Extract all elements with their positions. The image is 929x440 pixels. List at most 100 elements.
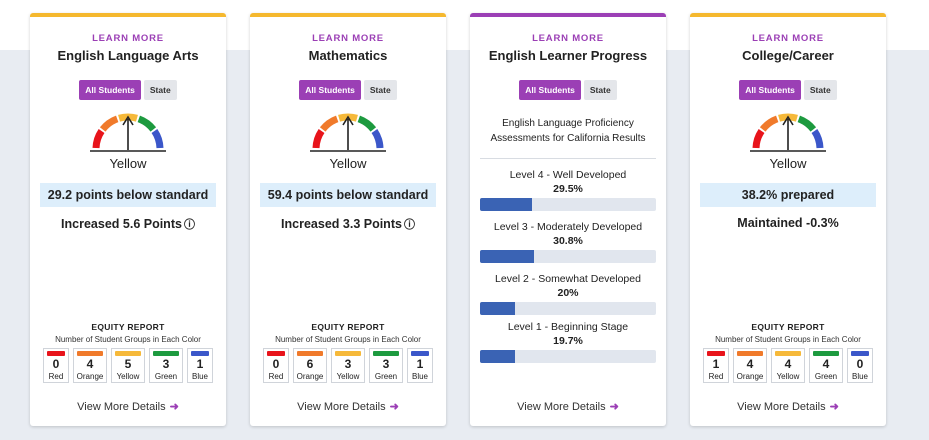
performance-level: Yellow [769, 156, 807, 171]
level-percent: 30.8% [553, 235, 583, 247]
up-arrow-circle-icon: ⓘ [403, 219, 415, 231]
gauge-segment [797, 115, 817, 132]
card-english-learner-progress: LEARN MORE English Learner Progress All … [470, 13, 666, 426]
equity-box-yellow: 3 Yellow [331, 348, 365, 383]
equity-color-label: Yellow [776, 372, 800, 381]
equity-box-yellow: 5 Yellow [111, 348, 145, 383]
equity-count: 1 [416, 357, 424, 371]
learn-more-link[interactable]: LEARN MORE [92, 33, 164, 44]
equity-title: EQUITY REPORT [311, 322, 385, 332]
equity-count: 4 [822, 357, 830, 371]
equity-color-label: Blue [851, 372, 868, 381]
equity-count: 6 [306, 357, 314, 371]
performance-gauge-icon [310, 113, 386, 152]
equity-color-bar [115, 351, 141, 356]
equity-box-orange: 4 Orange [733, 348, 767, 383]
equity-count: 4 [86, 357, 94, 371]
equity-box-green: 4 Green [809, 348, 843, 383]
up-arrow-circle-icon: ⓘ [183, 219, 195, 231]
card-mathematics: LEARN MORE Mathematics All Students Stat… [250, 13, 446, 426]
gauge-segment [312, 129, 325, 149]
equity-color-bar [297, 351, 323, 356]
all-students-button[interactable]: All Students [79, 80, 141, 100]
level-progress-fill [480, 198, 532, 211]
equity-color-bar [77, 351, 103, 356]
learn-more-link[interactable]: LEARN MORE [532, 33, 604, 44]
state-button[interactable]: State [803, 80, 837, 100]
details-label: View More Details [77, 401, 166, 413]
equity-box-yellow: 4 Yellow [771, 348, 805, 383]
equity-color-bar [267, 351, 285, 356]
equity-title: EQUITY REPORT [751, 322, 825, 332]
equity-report: EQUITY REPORT Number of Student Groups i… [250, 322, 446, 383]
equity-color-label: Green [814, 372, 838, 381]
performance-level: Yellow [329, 156, 367, 171]
divider [480, 158, 656, 159]
level-percent: 19.7% [553, 335, 583, 347]
level-progress-track [480, 250, 656, 263]
equity-count: 3 [382, 357, 390, 371]
change-text: Increased 3.3 Points ⓘ [250, 216, 446, 232]
view-more-details-link[interactable]: View More Details ➜ [30, 400, 226, 413]
all-students-button[interactable]: All Students [739, 80, 801, 100]
gauge-segment [811, 129, 824, 149]
level-name: Level 3 - Moderately Developed [493, 221, 643, 233]
change-label: Increased 3.3 Points [281, 217, 402, 231]
equity-report: EQUITY REPORT Number of Student Groups i… [30, 322, 226, 383]
status-text: 29.2 points below standard [40, 183, 216, 207]
change-text: Maintained -0.3% [690, 216, 886, 230]
equity-subtitle: Number of Student Groups in Each Color [275, 335, 421, 344]
equity-color-boxes: 0 Red 6 Orange 3 Yellow 3 Green 1 Blue [250, 348, 446, 383]
equity-color-label: Orange [76, 372, 104, 381]
equity-count: 3 [162, 357, 170, 371]
equity-box-red: 0 Red [43, 348, 69, 383]
equity-color-bar [851, 351, 869, 356]
state-button[interactable]: State [363, 80, 397, 100]
card-english-language-arts: LEARN MORE English Language Arts All Stu… [30, 13, 226, 426]
state-button[interactable]: State [583, 80, 617, 100]
level-progress-track [480, 350, 656, 363]
learn-more-link[interactable]: LEARN MORE [312, 33, 384, 44]
equity-box-green: 3 Green [149, 348, 183, 383]
learn-more-link[interactable]: LEARN MORE [752, 33, 824, 44]
equity-count: 4 [784, 357, 792, 371]
view-more-details-link[interactable]: View More Details ➜ [690, 400, 886, 413]
arrow-right-icon: ➜ [609, 401, 619, 413]
gauge-segment [371, 129, 384, 149]
equity-box-orange: 6 Orange [293, 348, 327, 383]
equity-count: 3 [344, 357, 352, 371]
equity-count: 5 [124, 357, 132, 371]
student-toggle: All Students State [470, 80, 666, 100]
arrow-right-icon: ➜ [169, 401, 179, 413]
equity-count: 1 [196, 357, 204, 371]
equity-color-label: Yellow [116, 372, 140, 381]
equity-count: 0 [856, 357, 864, 371]
elpi-level-3: Level 3 - Moderately Developed 30.8% [480, 221, 656, 263]
change-label: Maintained -0.3% [737, 216, 839, 230]
performance-level: Yellow [109, 156, 147, 171]
gauge-segment [759, 115, 779, 132]
equity-title: EQUITY REPORT [91, 322, 165, 332]
elpi-levels: Level 4 - Well Developed 29.5% Level 3 - M… [470, 169, 666, 363]
equity-box-blue: 0 Blue [847, 348, 873, 383]
equity-color-bar [411, 351, 429, 356]
all-students-button[interactable]: All Students [299, 80, 361, 100]
equity-count: 4 [746, 357, 754, 371]
level-progress-fill [480, 350, 515, 363]
level-progress-fill [480, 302, 516, 315]
equity-report: EQUITY REPORT Number of Student Groups i… [690, 322, 886, 383]
view-more-details-link[interactable]: View More Details ➜ [470, 400, 666, 413]
elpi-level-2: Level 2 - Somewhat Developed 20% [480, 273, 656, 315]
gauge-needle-head [122, 115, 134, 126]
details-label: View More Details [297, 401, 386, 413]
equity-color-bar [707, 351, 725, 356]
equity-box-orange: 4 Orange [73, 348, 107, 383]
student-toggle: All Students State [250, 80, 446, 100]
all-students-button[interactable]: All Students [519, 80, 581, 100]
gauge-segment [99, 115, 119, 132]
state-button[interactable]: State [143, 80, 177, 100]
gauge-segment [92, 129, 105, 149]
gauge-segment [319, 115, 339, 132]
view-more-details-link[interactable]: View More Details ➜ [250, 400, 446, 413]
card-title: English Learner Progress [488, 48, 648, 63]
